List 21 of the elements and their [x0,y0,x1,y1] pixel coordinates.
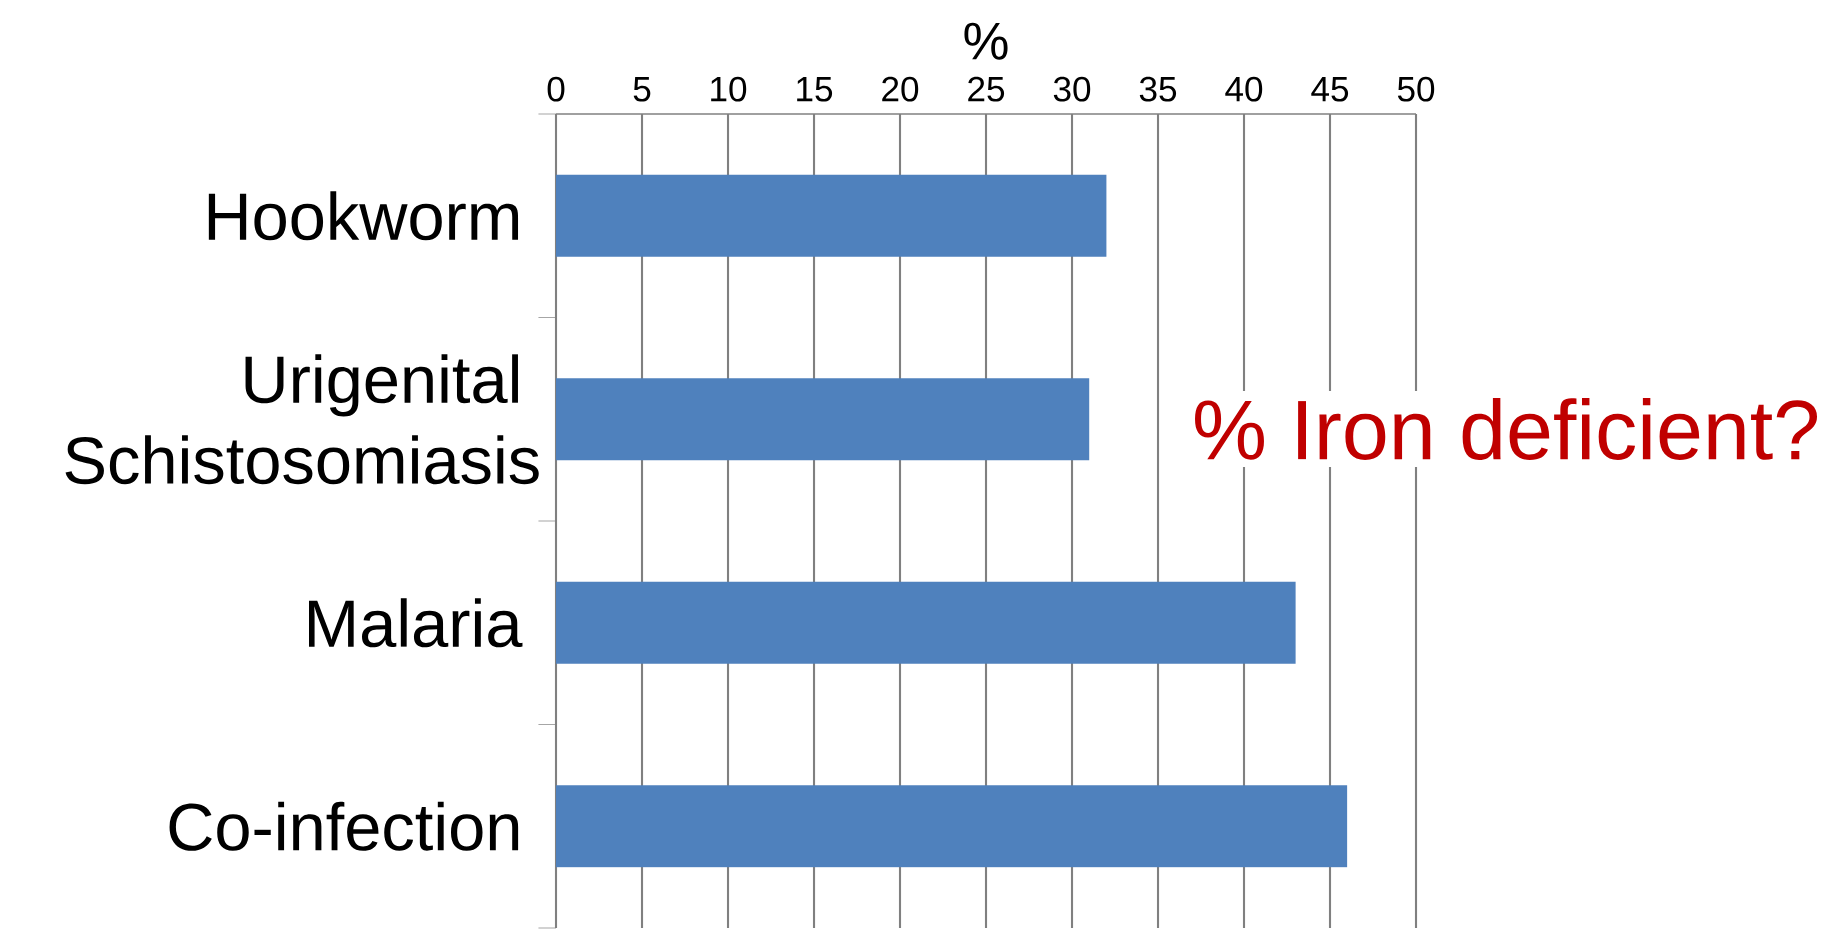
x-tick-label: 10 [711,76,747,102]
x-tick-label: 15 [797,77,833,102]
y-tick-label: Hookworm [208,191,519,241]
x-tick-label: 30 [1053,76,1091,102]
x-tick-label: 50 [1397,76,1435,102]
y-tick-label: Malaria [309,598,523,648]
x-tick-label: 40 [1225,76,1263,102]
x-tick-label: 20 [882,76,919,102]
x-axis-title: % [964,22,1008,60]
y-tick-label: Urigenital Schistosomiasis [65,354,539,485]
x-tick-label: 45 [1311,77,1349,102]
bar [556,378,1090,461]
x-tick-label: 25 [968,76,1005,102]
y-tick-label: Co-infection [169,801,519,851]
bar [556,785,1348,868]
x-tick-label: 35 [1139,76,1177,102]
x-tick-label: 5 [633,77,651,102]
bar [556,581,1296,664]
bar [556,174,1107,257]
annotation: % Iron deficient? [1195,398,1818,460]
x-tick-label: 0 [547,76,565,102]
